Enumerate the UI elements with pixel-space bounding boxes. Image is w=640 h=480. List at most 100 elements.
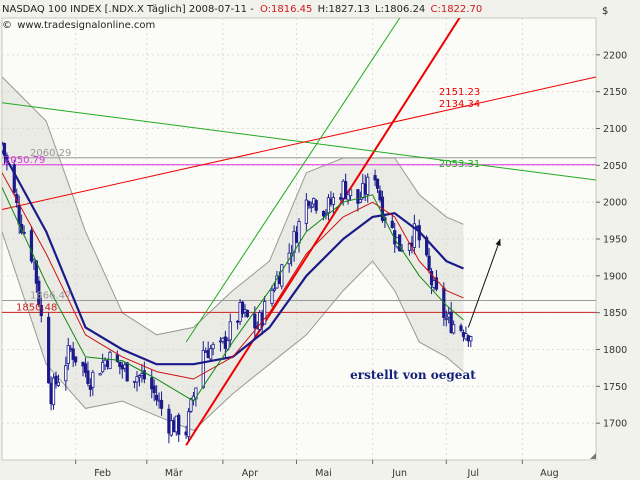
candle [434, 269, 439, 292]
candle-body-up [326, 197, 331, 214]
candle-body-down [167, 408, 171, 434]
trend-line-support [185, 18, 461, 446]
candle-body-down [115, 354, 119, 362]
candle [398, 234, 402, 252]
candle-body-up [56, 381, 61, 386]
candle-body-down [415, 226, 419, 229]
corner-arrow-icon[interactable] [590, 453, 596, 459]
candle-body-down [459, 325, 463, 331]
candle-body-down [105, 360, 110, 367]
candle [118, 361, 122, 375]
candle-body-down [363, 183, 367, 195]
candle-body-up [194, 387, 198, 400]
candle-body-up [32, 259, 36, 263]
candle [56, 374, 61, 387]
candle-body-up [447, 313, 451, 318]
candle-body-up [189, 398, 193, 412]
copyright-icon: © [2, 20, 12, 31]
candle [344, 173, 348, 200]
candle-body-down [427, 255, 431, 271]
candle [74, 356, 78, 366]
candle-body-up [297, 220, 301, 244]
candle-body-up [469, 336, 473, 342]
candle [159, 391, 164, 416]
bollinger-band [2, 76, 464, 432]
candle-body-down [223, 336, 227, 349]
candle [155, 385, 159, 406]
candle [280, 263, 284, 290]
candle [12, 159, 16, 195]
header-close: C:1822.70 [430, 4, 482, 15]
candle-body-up [304, 199, 308, 224]
candle-body-down [344, 181, 348, 200]
x-axis: Feb Mär Apr Mai Jun Jul Aug [75, 460, 559, 479]
candle [449, 301, 453, 334]
candle [263, 295, 267, 325]
candle-body-up [238, 302, 242, 322]
candle [238, 299, 242, 326]
candle-body-up [346, 194, 350, 201]
candle-body-up [123, 364, 127, 369]
annotation-label: 2053.31 [439, 159, 480, 170]
candle-body-down [150, 377, 154, 390]
candle-body-down [47, 316, 51, 384]
candle-body-down [307, 201, 311, 206]
candle-body-up [135, 376, 139, 383]
candle-body-down [37, 280, 41, 306]
candle [125, 361, 129, 382]
candle-body-up [211, 343, 215, 350]
candle-body-up [348, 189, 353, 197]
candle [186, 408, 191, 442]
level-label-magenta: 2050.79 [4, 155, 45, 166]
candle [309, 201, 313, 213]
candle-body-up [137, 375, 142, 378]
candle-body-down [356, 189, 360, 204]
candle [469, 335, 473, 348]
candle [66, 337, 70, 371]
candle [101, 353, 105, 374]
candle [91, 369, 95, 396]
candle-body-up [444, 318, 448, 321]
candle-body-up [312, 197, 316, 205]
y-tick-label: 1800 [603, 345, 627, 356]
candle-body-down [74, 356, 78, 363]
scroll-arrow[interactable] [590, 453, 596, 459]
candle-body-down [71, 348, 75, 360]
candle-body-down [17, 204, 21, 225]
candle-body-down [466, 335, 470, 342]
candle-body-up [174, 415, 178, 433]
candle-body-up [366, 176, 370, 195]
candle-body-down [118, 361, 122, 367]
moving-average-1 [2, 150, 464, 366]
candle-body-down [253, 313, 257, 329]
candle [258, 309, 262, 332]
candle-body-down [155, 394, 159, 401]
candle-body-down [425, 237, 429, 256]
candle-body-up [108, 351, 112, 370]
y-tick-label: 1950 [603, 235, 627, 246]
candle-body-down [12, 164, 16, 193]
candle-body-up [358, 199, 362, 203]
candle-body-down [184, 431, 188, 436]
candle-body-up [263, 301, 267, 325]
candle-body-up [51, 377, 56, 406]
candle [270, 285, 274, 307]
y-tick-label: 2000 [603, 198, 627, 209]
candle-body-up [157, 399, 161, 402]
candle [152, 379, 156, 402]
trend-line-channel-green [185, 18, 401, 343]
candle [86, 361, 90, 387]
candle [201, 341, 205, 389]
candle-body-down [177, 414, 181, 435]
candle [427, 247, 431, 274]
candle [209, 345, 213, 362]
candle [356, 189, 360, 212]
candle-body-up [452, 323, 456, 334]
candle [314, 198, 318, 214]
candle [228, 313, 232, 348]
candle [412, 214, 416, 255]
candle-body-up [64, 365, 68, 382]
candle-body-up [103, 359, 107, 366]
candle [346, 194, 350, 205]
